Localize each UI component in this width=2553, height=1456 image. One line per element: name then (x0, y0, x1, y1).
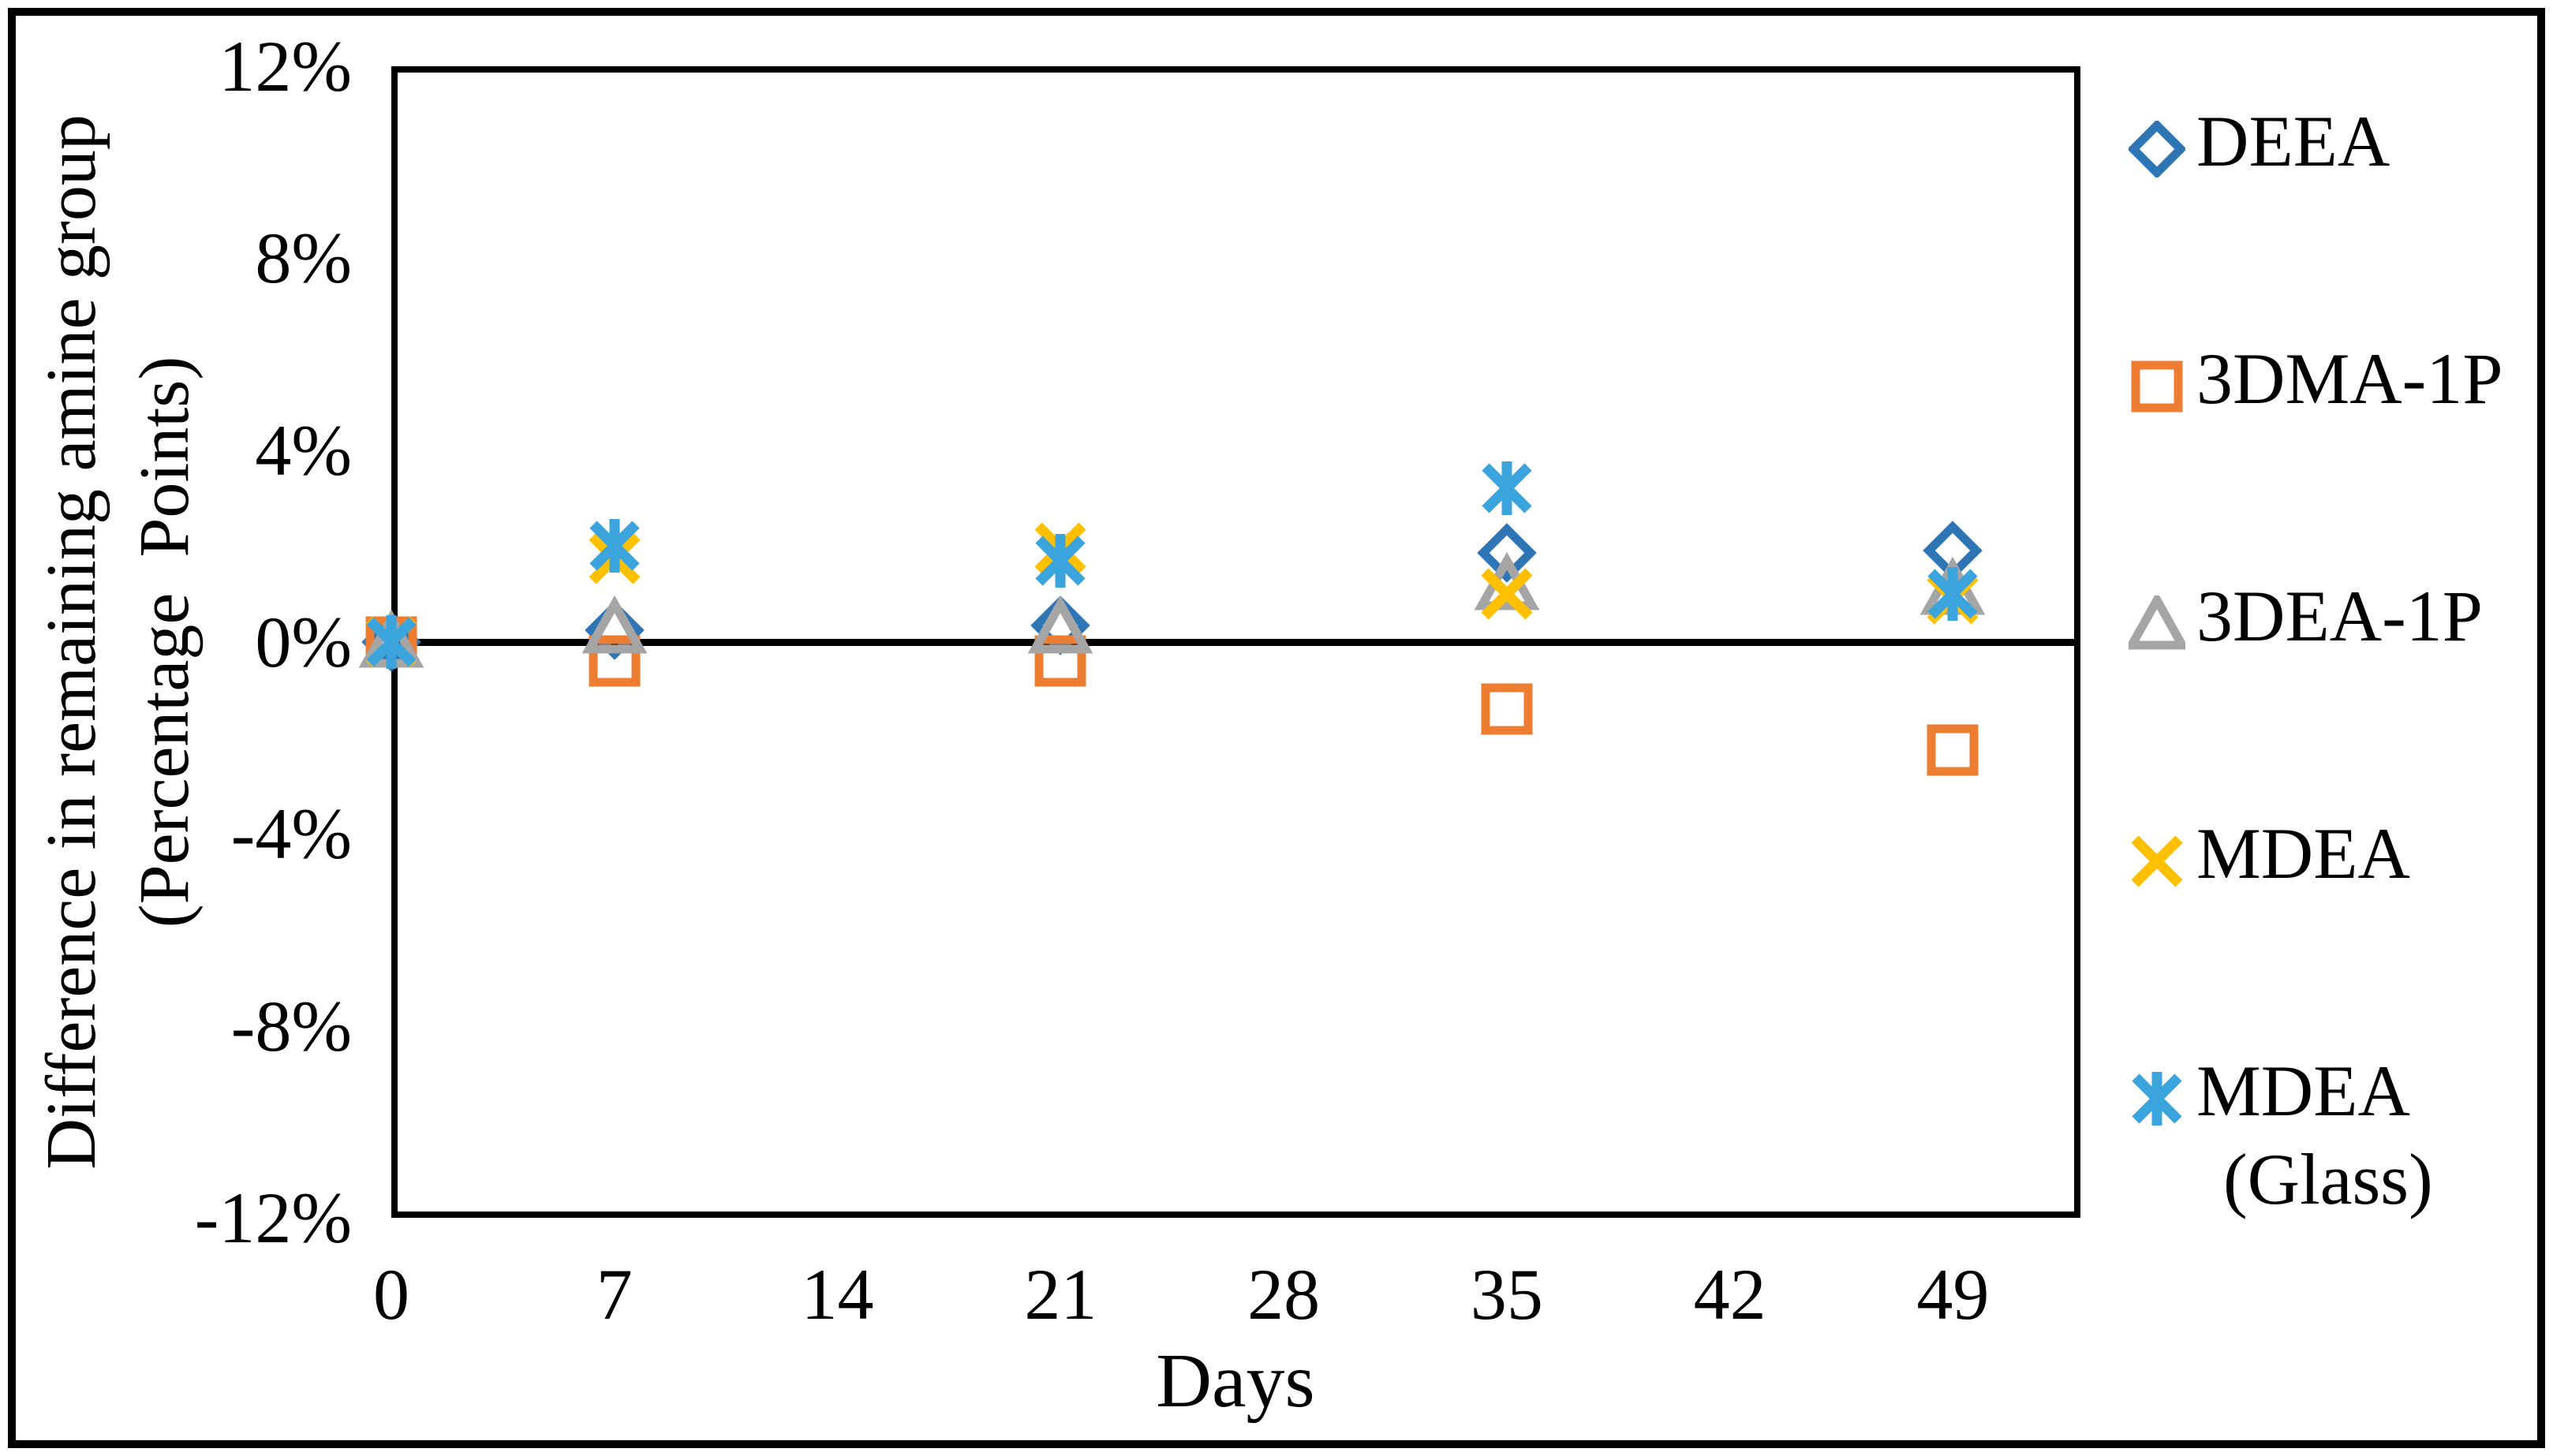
legend-label-line: MDEA (2196, 1051, 2410, 1131)
legend-entry-mdea-glass-: MDEA (Glass) (2129, 1047, 2433, 1223)
legend-label-line: DEEA (2196, 101, 2390, 181)
x-tick-label-49: 49 (1916, 1254, 1990, 1335)
triangle-marker-icon (2129, 595, 2185, 650)
y-tick-label--4: -4% (230, 793, 352, 875)
legend-label-line: (Glass) (2223, 1139, 2433, 1219)
marker-3dea-1p-day-7 (581, 595, 648, 654)
marker-mdea-day-35 (1481, 568, 1533, 620)
x-tick-label-0: 0 (373, 1254, 409, 1335)
marker-3dma-1p-day-21 (1034, 635, 1086, 687)
marker-3dma-1p-day-35 (1481, 683, 1533, 735)
y-tick-label-12: 12% (219, 26, 352, 106)
x-tick-label-35: 35 (1470, 1254, 1543, 1335)
marker-mdea-glass--day-0 (366, 615, 417, 669)
marker-3dma-1p-day-7 (589, 635, 641, 687)
marker-deea-day-35 (1477, 523, 1537, 583)
legend-label-3dma-1p: 3DMA-1P (2196, 334, 2503, 423)
y-tick-label-8: 8% (255, 218, 352, 299)
y-tick-label--8: -8% (230, 985, 352, 1066)
y-tick-label--12: -12% (194, 1178, 352, 1258)
legend-label-mdea-glass-: MDEA (Glass) (2196, 1047, 2433, 1223)
marker-mdea-glass--day-21 (1035, 534, 1086, 588)
legend-entry-mdea: MDEA (2129, 809, 2410, 898)
x-marker-icon (2131, 835, 2183, 887)
legend-entry-3dea-1p: 3DEA-1P (2129, 572, 2483, 660)
x-tick-label-42: 42 (1693, 1254, 1766, 1335)
y-tick-label-4: 4% (255, 409, 352, 491)
marker-mdea-glass--day-7 (589, 519, 640, 573)
legend-label-line: MDEA (2196, 813, 2410, 894)
zero-axis-line (391, 639, 2080, 646)
diamond-marker-icon (2129, 121, 2185, 177)
marker-mdea-glass--day-49 (1927, 567, 1978, 621)
marker-3dea-1p-day-21 (1027, 595, 1093, 654)
legend-entry-3dma-1p: 3DMA-1P (2129, 334, 2503, 423)
marker-mdea-glass--day-35 (1482, 461, 1532, 515)
y-tick-label-0: 0% (255, 602, 352, 682)
x-tick-label-21: 21 (1024, 1254, 1097, 1335)
legend-label-mdea: MDEA (2196, 809, 2410, 898)
legend-label-deea: DEEA (2196, 97, 2390, 185)
x-tick-label-7: 7 (596, 1254, 633, 1335)
legend-label-line: 3DEA-1P (2196, 576, 2483, 656)
figure-border (8, 8, 2545, 1448)
legend-label-line: 3DMA-1P (2196, 338, 2503, 419)
x-tick-label-28: 28 (1247, 1254, 1321, 1335)
marker-3dma-1p-day-49 (1927, 724, 1979, 776)
legend-entry-deea: DEEA (2129, 97, 2390, 185)
legend-label-3dea-1p: 3DEA-1P (2196, 572, 2483, 660)
x-axis-title: Days (1156, 1338, 1315, 1424)
asterisk-marker-icon (2132, 1072, 2182, 1126)
x-tick-label-14: 14 (801, 1254, 874, 1335)
square-marker-icon (2131, 360, 2183, 413)
marker-deea-day-7 (585, 600, 645, 660)
